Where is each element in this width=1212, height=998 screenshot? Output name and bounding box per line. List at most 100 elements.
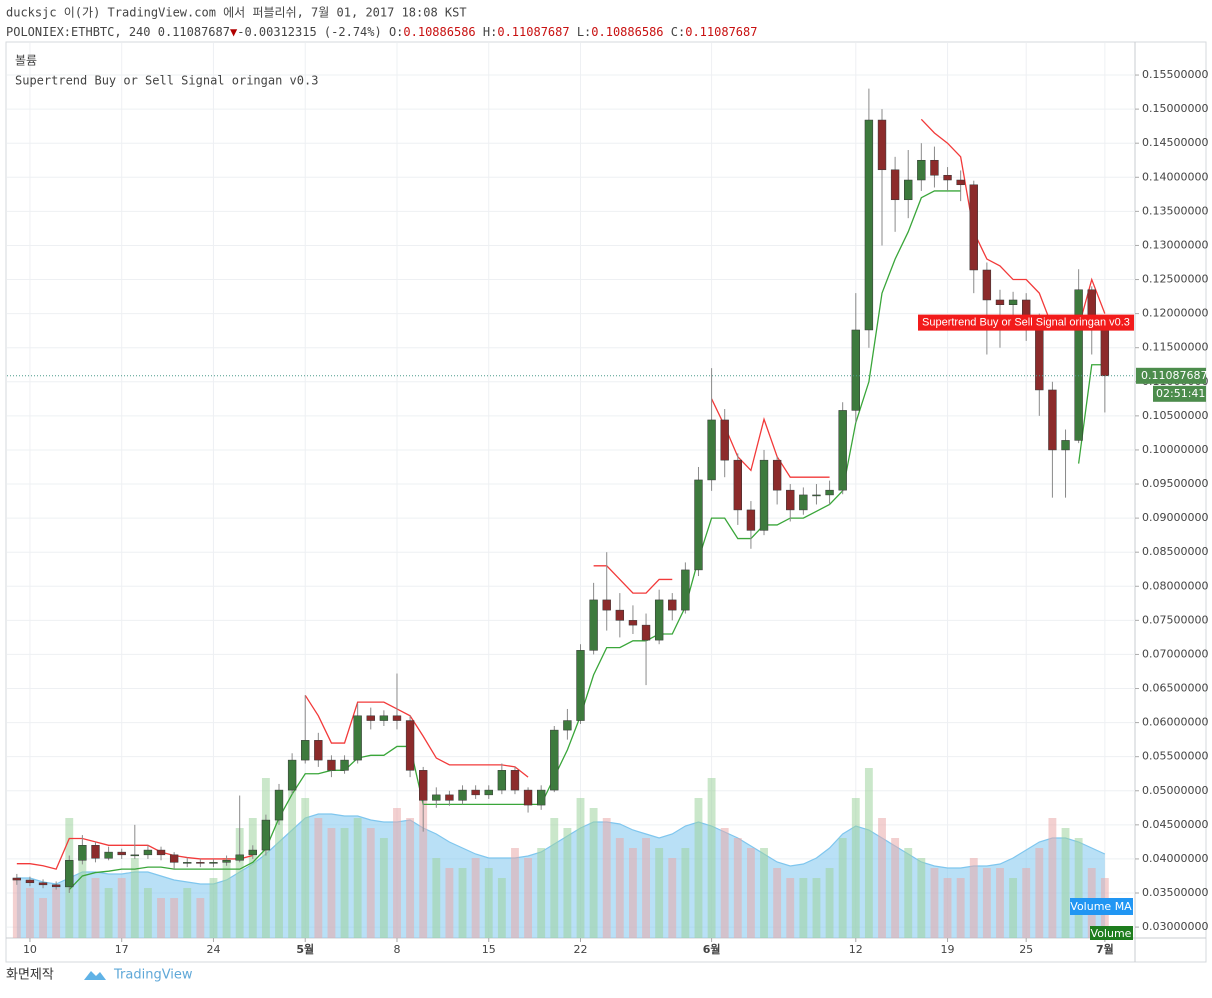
y-tick-label: 0.11500000	[1142, 341, 1208, 354]
x-tick-label: 5월	[296, 942, 314, 956]
x-tick-label: 15	[482, 943, 496, 956]
y-tick-label: 0.06000000	[1142, 716, 1208, 729]
brand-logo	[84, 971, 106, 980]
volume-bar	[26, 888, 34, 938]
candle-body	[890, 169, 900, 201]
volume-bar	[576, 798, 585, 938]
x-tick-label: 10	[23, 943, 37, 956]
y-tick-label: 0.12500000	[1142, 273, 1208, 286]
candle-body	[1048, 389, 1057, 451]
volume-bar	[825, 868, 834, 938]
countdown-label: 02:51:41	[1156, 387, 1205, 400]
candle-body	[65, 860, 74, 888]
volume-bar	[445, 868, 454, 938]
candle-body	[589, 599, 598, 651]
y-tick-label: 0.09500000	[1142, 477, 1208, 490]
candle-body	[563, 720, 572, 731]
chart-frame	[5, 41, 1207, 963]
volume-bar	[642, 838, 650, 938]
volume-bar	[222, 858, 231, 938]
legend-volume: 볼륨	[15, 54, 37, 68]
volume-bar	[668, 858, 677, 938]
y-tick-label: 0.05000000	[1142, 784, 1208, 797]
candle-body	[799, 494, 808, 511]
x-tick-label: 25	[1019, 943, 1033, 956]
candle-body	[917, 159, 926, 181]
footer-brand[interactable]: TradingView	[113, 968, 193, 983]
x-tick-label: 19	[941, 943, 955, 956]
volume-bar	[196, 898, 205, 938]
volume-bar	[458, 868, 467, 938]
candles	[12, 88, 1110, 894]
c-value: 0.11087687	[685, 25, 757, 39]
volume-bar	[301, 798, 310, 938]
candle-body	[681, 569, 690, 611]
y-tick-label: 0.03500000	[1142, 886, 1208, 899]
last-price-label: 0.11087687	[1141, 369, 1207, 382]
candle-body	[1008, 299, 1018, 306]
h-label: H:	[483, 25, 497, 39]
candle-body	[130, 854, 139, 857]
volume-bar	[327, 828, 336, 938]
y-tick-label: 0.08500000	[1142, 545, 1208, 558]
candle-body	[222, 860, 231, 863]
candle-body	[759, 459, 769, 531]
volume-bar	[366, 828, 375, 938]
y-tick-label: 0.15500000	[1142, 68, 1208, 81]
volume-bar	[1009, 878, 1018, 938]
candle-body	[956, 179, 965, 186]
y-tick-label: 0.14500000	[1142, 136, 1208, 149]
candle-body	[877, 119, 887, 171]
y-tick-label: 0.07000000	[1142, 647, 1208, 660]
volume-bar	[956, 878, 965, 938]
x-tick-label: 24	[206, 943, 220, 956]
volume-pane	[12, 768, 1109, 938]
candle-body	[654, 599, 664, 641]
volume-bar	[537, 848, 546, 938]
volume-bar	[288, 788, 297, 938]
volume-bar	[681, 848, 690, 938]
volume-bar	[799, 878, 808, 938]
candle-body	[274, 789, 284, 821]
candle-body	[602, 599, 611, 611]
volume-bar	[484, 868, 493, 938]
candle-body	[209, 862, 218, 864]
candle-body	[838, 410, 847, 491]
candle-body	[930, 159, 939, 176]
candle-body	[379, 715, 389, 721]
price: 0.11087687	[158, 25, 230, 39]
volume-bar	[143, 888, 152, 938]
y-tick-label: 0.03000000	[1142, 920, 1208, 933]
candle-body	[746, 509, 756, 531]
y-tick-label: 0.05500000	[1142, 750, 1208, 763]
candle-body	[786, 489, 795, 511]
candle-body	[366, 715, 375, 721]
candle-body	[550, 729, 559, 791]
candle-body	[641, 624, 651, 641]
volume-bar	[563, 828, 572, 938]
y-tick-label: 0.07500000	[1142, 613, 1208, 626]
volume-bar	[550, 818, 559, 938]
candle-body	[12, 877, 22, 881]
volume-bar	[524, 858, 533, 938]
y-tick-label: 0.04000000	[1142, 852, 1208, 865]
candle-body	[536, 789, 546, 806]
volume-bar	[261, 778, 270, 938]
candle-body	[995, 299, 1005, 306]
volume-bar	[235, 828, 244, 938]
candle-body	[904, 179, 913, 201]
volume-bar	[117, 878, 126, 938]
candle-body	[353, 715, 362, 761]
candle-body	[615, 609, 625, 621]
candle-body	[392, 715, 402, 721]
y-tick-label: 0.06500000	[1142, 682, 1208, 695]
indicator-line	[68, 190, 1105, 891]
volume-bar	[170, 898, 179, 938]
candle-body	[405, 720, 415, 771]
volume-bar	[1048, 818, 1057, 938]
candle-body	[1100, 329, 1110, 377]
volume-bar	[314, 818, 323, 938]
y-tick-label: 0.04500000	[1142, 818, 1208, 831]
volume-bar	[471, 858, 480, 938]
